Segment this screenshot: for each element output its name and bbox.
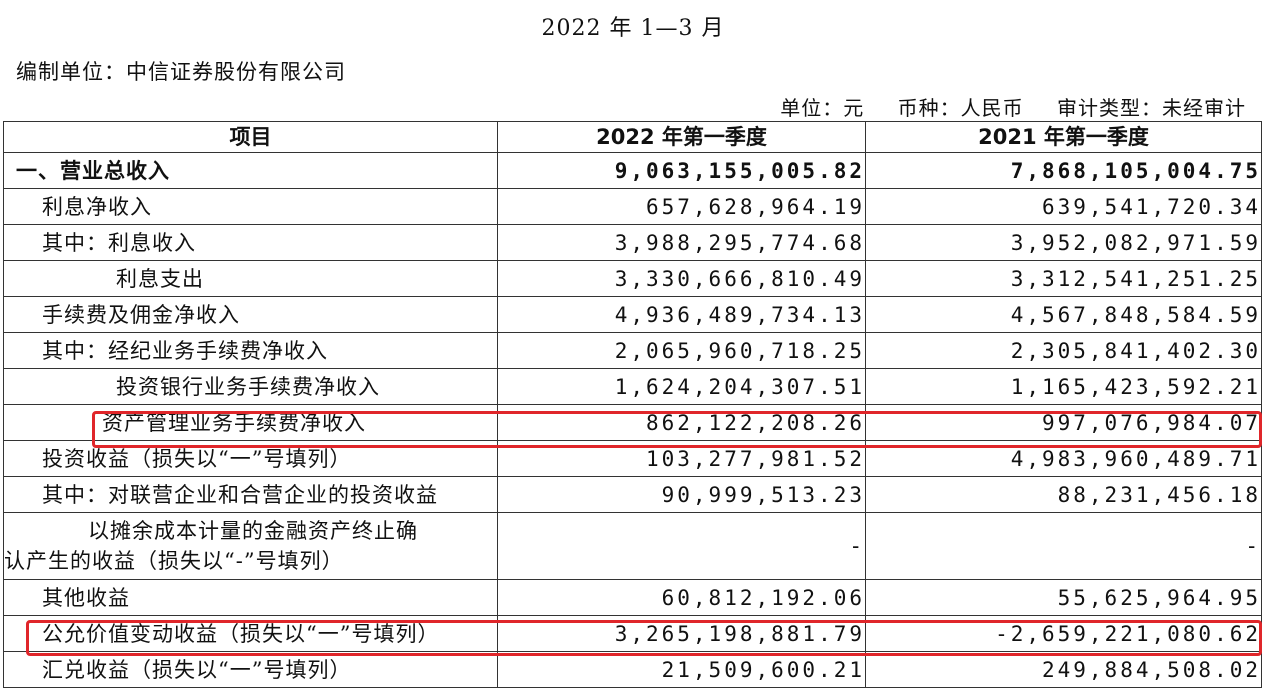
row-label-line1: 以摊余成本计量的金融资产终止确 <box>88 519 418 543</box>
table-row: 利息支出 3,330,666,810.49 3,312,541,251.25 <box>3 260 1262 297</box>
table-row: 投资银行业务手续费净收入 1,624,204,307.51 1,165,423,… <box>3 368 1262 405</box>
table-row: 汇兑收益（损失以“一”号填列） 21,509,600.21 249,884,50… <box>3 651 1262 688</box>
row-label: 其中：经纪业务手续费净收入 <box>3 332 498 369</box>
row-label: 资产管理业务手续费净收入 <box>3 404 498 441</box>
value-2022: 1,624,204,307.51 <box>497 368 866 405</box>
row-label: 利息支出 <box>3 260 498 297</box>
row-label: 一、营业总收入 <box>3 152 498 189</box>
column-header-2022q1: 2022 年第一季度 <box>497 121 866 153</box>
row-label: 手续费及佣金净收入 <box>3 296 498 333</box>
unit-info: 单位：元 币种：人民币 审计类型：未经审计 <box>780 92 1246 121</box>
value-2021: 997,076,984.07 <box>865 404 1262 441</box>
unit-label: 单位：元 <box>780 96 865 120</box>
table-row: 资产管理业务手续费净收入 862,122,208.26 997,076,984.… <box>3 404 1262 441</box>
row-label: 利息净收入 <box>3 188 498 225</box>
table-row: 其中：对联营企业和合营企业的投资收益 90,999,513.23 88,231,… <box>3 476 1262 513</box>
value-2022: 2,065,960,718.25 <box>497 332 866 369</box>
table-row: 其中：经纪业务手续费净收入 2,065,960,718.25 2,305,841… <box>3 332 1262 369</box>
company-name: 编制单位：中信证券股份有限公司 <box>16 60 346 84</box>
value-2021: 1,165,423,592.21 <box>865 368 1262 405</box>
value-2021: 88,231,456.18 <box>865 476 1262 513</box>
report-period-title: 2022 年 1—3 月 <box>541 16 725 41</box>
table-row: 公允价值变动收益（损失以“一”号填列） 3,265,198,881.79 -2,… <box>3 615 1262 652</box>
currency-label: 币种：人民币 <box>897 96 1024 120</box>
value-2022: 103,277,981.52 <box>497 440 866 477</box>
table-row: 一、营业总收入 9,063,155,005.82 7,868,105,004.7… <box>3 152 1262 189</box>
row-label: 汇兑收益（损失以“一”号填列） <box>3 651 498 688</box>
value-2021: 3,312,541,251.25 <box>865 260 1262 297</box>
value-2021: 3,952,082,971.59 <box>865 224 1262 261</box>
table-row: 利息净收入 657,628,964.19 639,541,720.34 <box>3 188 1262 225</box>
row-label-line2: 认产生的收益（损失以“-”号填列） <box>4 549 344 573</box>
value-2021: 639,541,720.34 <box>865 188 1262 225</box>
value-2022: 862,122,208.26 <box>497 404 866 441</box>
income-statement-table: 项目 2022 年第一季度 2021 年第一季度 一、营业总收入 9,063,1… <box>3 121 1262 688</box>
row-label: 其中：对联营企业和合营企业的投资收益 <box>3 476 498 513</box>
value-2021: 7,868,105,004.75 <box>865 152 1262 189</box>
table-row: 以摊余成本计量的金融资产终止确 认产生的收益（损失以“-”号填列） - - <box>3 512 1262 580</box>
value-2021: - <box>865 512 1262 580</box>
value-2021: 2,305,841,402.30 <box>865 332 1262 369</box>
value-2022: 3,265,198,881.79 <box>497 615 866 652</box>
value-2021: 4,983,960,489.71 <box>865 440 1262 477</box>
value-2021: 4,567,848,584.59 <box>865 296 1262 333</box>
table-row: 其中：利息收入 3,988,295,774.68 3,952,082,971.5… <box>3 224 1262 261</box>
value-2022: 657,628,964.19 <box>497 188 866 225</box>
row-label: 投资银行业务手续费净收入 <box>3 368 498 405</box>
column-header-2021q1: 2021 年第一季度 <box>865 121 1262 153</box>
value-2022: 3,988,295,774.68 <box>497 224 866 261</box>
row-label-multiline: 以摊余成本计量的金融资产终止确 认产生的收益（损失以“-”号填列） <box>3 512 498 580</box>
table-row: 投资收益（损失以“一”号填列） 103,277,981.52 4,983,960… <box>3 440 1262 477</box>
value-2022: 4,936,489,734.13 <box>497 296 866 333</box>
value-2022: 21,509,600.21 <box>497 651 866 688</box>
value-2022: 9,063,155,005.82 <box>497 152 866 189</box>
value-2022: 60,812,192.06 <box>497 579 866 616</box>
table-row: 手续费及佣金净收入 4,936,489,734.13 4,567,848,584… <box>3 296 1262 333</box>
audit-type-label: 审计类型：未经审计 <box>1057 96 1246 120</box>
table-header-row: 项目 2022 年第一季度 2021 年第一季度 <box>3 121 1262 153</box>
value-2022: 90,999,513.23 <box>497 476 866 513</box>
row-label: 公允价值变动收益（损失以“一”号填列） <box>3 615 498 652</box>
value-2021: 55,625,964.95 <box>865 579 1262 616</box>
column-header-item: 项目 <box>3 121 498 153</box>
value-2021: -2,659,221,080.62 <box>865 615 1262 652</box>
table-row: 其他收益 60,812,192.06 55,625,964.95 <box>3 579 1262 616</box>
value-2022: - <box>497 512 866 580</box>
value-2022: 3,330,666,810.49 <box>497 260 866 297</box>
row-label: 其中：利息收入 <box>3 224 498 261</box>
row-label: 其他收益 <box>3 579 498 616</box>
value-2021: 249,884,508.02 <box>865 651 1262 688</box>
row-label: 投资收益（损失以“一”号填列） <box>3 440 498 477</box>
